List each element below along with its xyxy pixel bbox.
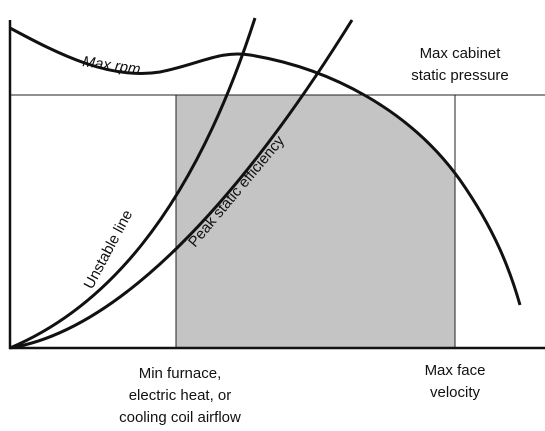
- unstable-curve: [9, 17, 257, 350]
- min-airflow-label: cooling coil airflow: [119, 409, 241, 426]
- peak-efficiency-curve: [9, 19, 354, 350]
- min-airflow-label: electric heat, or: [129, 387, 232, 404]
- max-velocity-label: velocity: [430, 384, 481, 401]
- operating-region: [176, 95, 455, 348]
- max-velocity-label: Max face: [425, 362, 486, 379]
- pressure-label: Max cabinet: [420, 45, 502, 62]
- max-rpm-curve: [9, 26, 522, 306]
- min-airflow-label: Min furnace,: [139, 365, 222, 382]
- max-rpm-label: Max rpm: [81, 53, 141, 78]
- unstable-label: Unstable line: [81, 207, 137, 292]
- pressure-label: static pressure: [411, 67, 509, 84]
